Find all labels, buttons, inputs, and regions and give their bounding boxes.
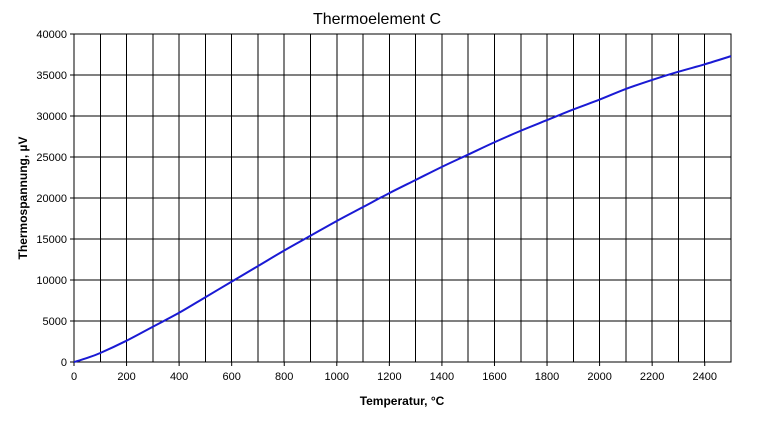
x-tick-label: 1800 — [535, 371, 559, 383]
y-tick-labels: 0 5000 10000 15000 20000 25000 30000 35000 40000 — [36, 29, 74, 369]
x-tick-label: 400 — [170, 371, 188, 383]
x-tick-label: 800 — [275, 371, 293, 383]
grid — [73, 33, 731, 363]
x-tick-label: 2200 — [640, 371, 664, 383]
chart-title: Thermoelement C — [313, 11, 441, 28]
x-tick-label: 600 — [223, 371, 241, 383]
x-tick-label: 1000 — [325, 371, 349, 383]
y-tick-label: 0 — [61, 357, 67, 369]
y-tick-label: 20000 — [36, 193, 67, 205]
y-tick-label: 40000 — [36, 29, 67, 41]
y-tick-label: 30000 — [36, 111, 67, 123]
series-line — [73, 55, 732, 363]
x-tick-label: 1200 — [377, 371, 401, 383]
x-tick-label: 1600 — [482, 371, 506, 383]
y-tick-label: 15000 — [36, 234, 67, 246]
x-axis-label: Temperatur, °C — [360, 394, 445, 408]
y-tick-label: 10000 — [36, 275, 67, 287]
y-tick-label: 5000 — [43, 316, 67, 328]
x-tick-labels: 0 200 400 600 800 1000 1200 1400 1600 1800 2000 220… — [71, 362, 717, 383]
x-tick-label: 2000 — [587, 371, 611, 383]
y-tick-label: 35000 — [36, 70, 67, 82]
x-tick-label: 200 — [117, 371, 135, 383]
x-tick-label: 2400 — [692, 371, 716, 383]
x-tick-label: 1400 — [430, 371, 454, 383]
y-axis-label: Thermospannung, µV — [16, 137, 30, 260]
x-tick-label: 0 — [71, 371, 77, 383]
y-tick-label: 25000 — [36, 152, 67, 164]
series-group — [73, 55, 732, 363]
